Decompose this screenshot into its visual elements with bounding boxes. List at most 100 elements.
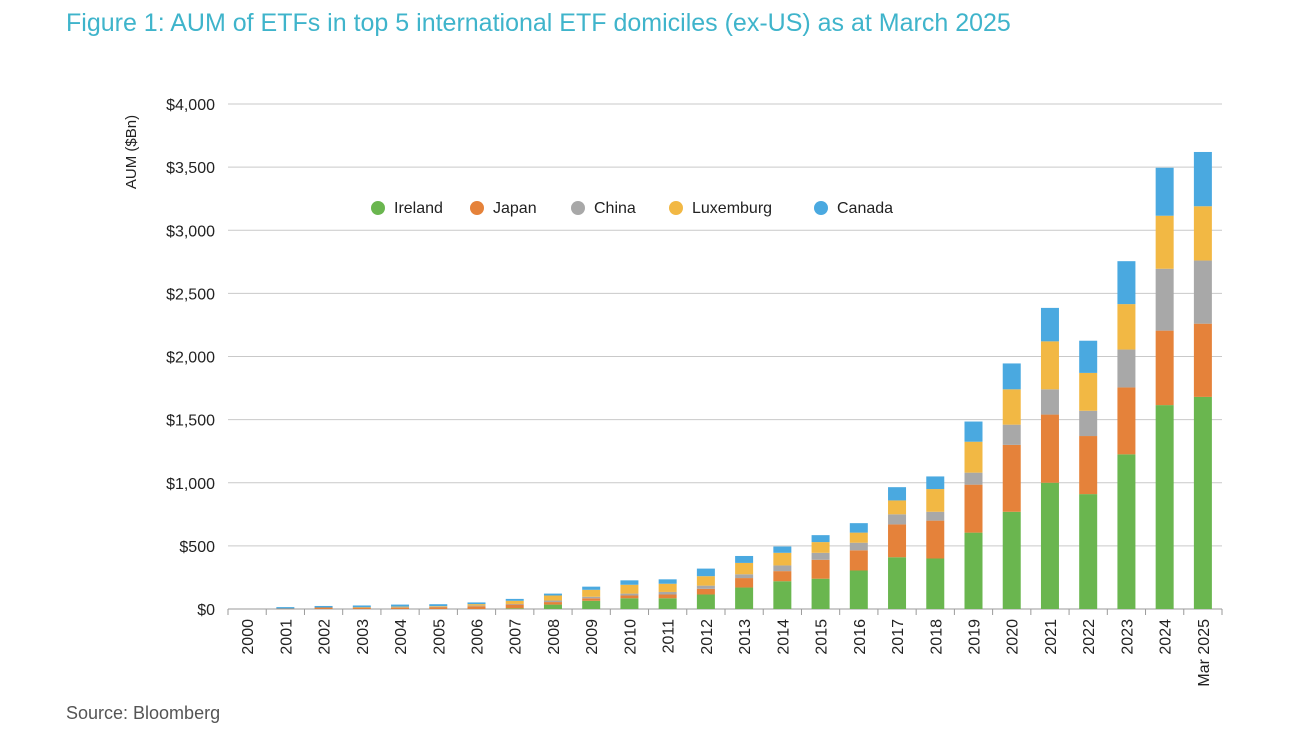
y-tick-label: $0 [197,602,215,619]
bar-segment-china [620,593,639,596]
x-tick-label: 2000 [240,619,257,655]
bar-segment-ireland [658,598,677,609]
bar-segment-china [696,585,715,589]
x-tick-label: 2023 [1119,619,1136,655]
bar-segment-luxemburg [811,542,830,553]
bar-segment-canada [429,604,448,607]
bars [276,151,1212,610]
bar-segment-china [888,514,907,525]
y-tick-label: $2,500 [166,286,215,303]
bar-segment-luxemburg [658,583,677,592]
x-tick-label: 2024 [1158,619,1175,655]
bar-segment-japan [888,524,907,558]
bar-segment-japan [582,598,601,601]
bar-segment-canada [467,602,486,605]
bar-segment-luxemburg [1002,389,1021,425]
bar-segment-canada [1117,261,1136,305]
gridlines [228,103,1222,547]
x-tick-label: 2017 [890,619,907,655]
bar-segment-japan [429,607,448,609]
bar-segment-china [391,607,410,608]
bar-segment-japan [1117,387,1136,455]
bar-segment-canada [543,593,562,596]
bar-segment-ireland [926,558,945,609]
bar-segment-china [1193,260,1212,324]
bar-segment-luxemburg [620,584,639,594]
x-tick-label: 2020 [1005,619,1022,655]
x-tick-label: 2016 [852,619,869,655]
y-tick-label: $500 [179,539,215,556]
bar-segment-luxemburg [391,606,410,608]
x-tick-label: 2022 [1081,619,1098,655]
legend: Ireland Japan China Luxemburg Canada [371,200,893,217]
bar-segment-china [1040,389,1059,415]
bar-segment-ireland [1155,405,1174,609]
bar-segment-china [1155,268,1174,331]
bar-segment-china [1002,424,1021,445]
bar-segment-china [582,596,601,599]
x-tick-label: 2009 [584,619,601,655]
legend-marker [571,201,585,215]
legend-marker [669,201,683,215]
bar-segment-luxemburg [429,606,448,607]
y-tick-label: $3,500 [166,160,215,177]
bar-segment-luxemburg [696,576,715,586]
bar-segment-ireland [696,594,715,609]
x-tick-label: 2011 [661,619,678,654]
bar-segment-china [926,511,945,521]
legend-label: Canada [837,200,893,217]
bar-segment-china [543,600,562,603]
bar-segment-ireland [1002,511,1021,609]
legend-item-japan: Japan [470,200,537,217]
legend-item-luxemburg: Luxemburg [669,200,772,217]
x-tick-label: 2002 [317,619,334,655]
bar-segment-luxemburg [888,500,907,515]
bar-segment-luxemburg [352,607,371,608]
bar-segment-japan [1002,444,1021,512]
bar-segment-japan [1193,323,1212,397]
bar-segment-china [505,603,524,605]
x-tick-label: 2008 [546,619,563,655]
bar-segment-japan [696,588,715,595]
bar-segment-luxemburg [1079,372,1098,411]
bar-segment-japan [735,578,754,588]
bar-segment-canada [391,604,410,607]
bar-segment-japan [543,602,562,605]
legend-label: Ireland [394,200,443,217]
bar-segment-canada [1155,167,1174,216]
bar-segment-canada [964,421,983,442]
bar-segment-canada [735,555,754,563]
x-tick-label: 2018 [928,619,945,655]
bar-segment-ireland [582,600,601,609]
bar-segment-canada [582,586,601,590]
bar-segment-ireland [849,570,868,609]
bar-segment-canada [505,598,524,601]
x-tick-label: 2012 [699,619,716,655]
bar-segment-ireland [1117,454,1136,609]
bar-segment-china [773,565,792,572]
bar-segment-china [811,552,830,560]
y-tick-label: $1,500 [166,413,215,430]
bar-segment-luxemburg [849,532,868,543]
bar-segment-canada [314,605,333,608]
bar-segment-japan [276,608,295,610]
bar-segment-luxemburg [1193,206,1212,261]
bar-segment-canada [926,476,945,490]
x-tick-label: 2014 [775,619,792,655]
x-tick-label: 2010 [622,619,639,655]
y-tick-label: $4,000 [166,97,215,114]
bar-segment-luxemburg [773,552,792,566]
bar-segment-japan [505,604,524,609]
x-tick-label: 2005 [431,619,448,655]
bar-segment-ireland [505,608,524,609]
bar-segment-china [1079,410,1098,437]
bar-segment-canada [849,523,868,533]
legend-item-ireland: Ireland [371,200,443,217]
bar-segment-canada [811,535,830,543]
bar-segment-japan [1040,414,1059,483]
bar-segment-ireland [1040,482,1059,609]
bar-segment-canada [888,487,907,501]
bar-segment-china [658,591,677,595]
source-note: Source: Bloomberg [66,703,221,723]
bar-segment-luxemburg [1117,304,1136,350]
